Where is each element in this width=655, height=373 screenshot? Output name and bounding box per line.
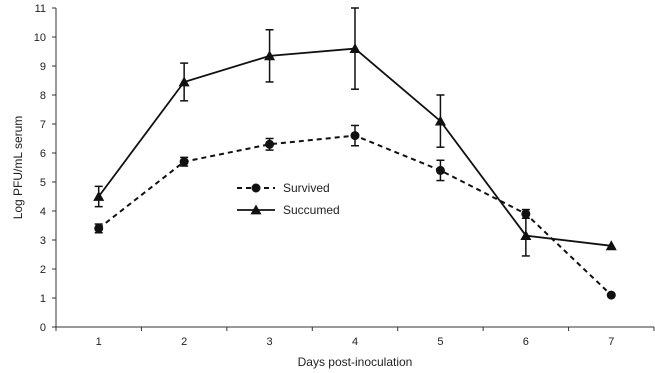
series-layer xyxy=(93,7,617,300)
y-axis-ticks: 0 1 2 3 4 5 6 7 8 9 10 11 xyxy=(34,3,56,334)
y-tick-label: 11 xyxy=(35,3,46,15)
data-point-triangle xyxy=(250,204,262,215)
y-axis-title: Log PFU/mL serum xyxy=(11,116,25,220)
data-point-circle xyxy=(179,157,189,167)
data-point-triangle xyxy=(520,230,532,241)
legend-item-survived: Survived xyxy=(237,181,330,195)
data-point-triangle xyxy=(605,240,617,251)
x-axis-ticks: 1 2 3 4 5 6 7 xyxy=(55,327,655,348)
data-point-circle xyxy=(265,139,275,149)
legend-item-succumed: Succumed xyxy=(237,203,340,217)
data-point-circle xyxy=(435,165,445,175)
data-point-circle xyxy=(251,183,261,193)
x-tick-label: 6 xyxy=(523,336,529,348)
x-axis-title: Days post-inoculation xyxy=(298,355,413,369)
x-tick-label: 2 xyxy=(181,336,187,348)
data-point-triangle xyxy=(178,76,190,87)
y-tick-label: 8 xyxy=(40,90,46,102)
legend-label: Survived xyxy=(283,181,330,195)
series-survived xyxy=(94,124,616,300)
y-tick-label: 9 xyxy=(40,61,46,73)
x-tick-label: 1 xyxy=(96,336,102,348)
data-point-triangle xyxy=(434,115,446,126)
axes xyxy=(55,8,654,328)
legend: Survived Succumed xyxy=(237,181,340,217)
x-tick-label: 4 xyxy=(352,336,358,348)
data-point-circle xyxy=(350,131,360,141)
y-tick-label: 6 xyxy=(40,148,46,160)
y-tick-label: 1 xyxy=(40,293,46,305)
data-point-circle xyxy=(606,290,616,300)
y-tick-label: 2 xyxy=(40,264,46,276)
data-point-circle xyxy=(94,223,104,233)
data-point-circle xyxy=(521,209,531,219)
y-tick-label: 0 xyxy=(40,322,46,334)
data-point-triangle xyxy=(264,50,276,61)
y-tick-label: 4 xyxy=(40,206,46,218)
data-point-triangle xyxy=(93,191,105,201)
x-tick-label: 3 xyxy=(267,336,273,348)
y-tick-label: 5 xyxy=(40,177,46,189)
series-succumed xyxy=(93,7,617,257)
legend-label: Succumed xyxy=(283,203,340,217)
x-tick-label: 5 xyxy=(437,336,443,348)
series-line xyxy=(98,134,612,296)
y-tick-label: 7 xyxy=(40,119,46,131)
y-tick-label: 10 xyxy=(34,32,46,44)
y-tick-label: 3 xyxy=(40,235,46,247)
data-point-triangle xyxy=(349,43,361,53)
x-tick-label: 7 xyxy=(608,336,614,348)
